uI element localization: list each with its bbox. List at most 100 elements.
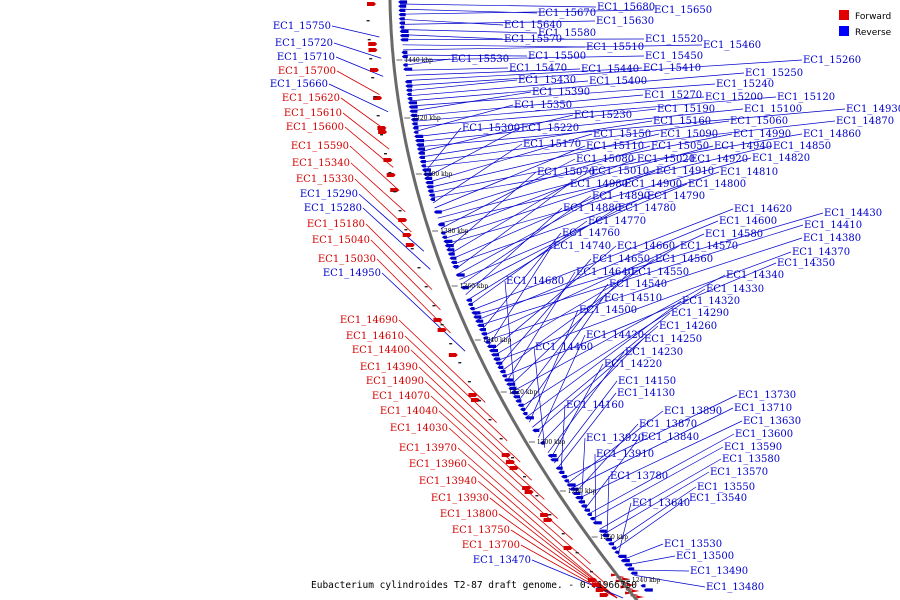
gene-label: EC1_15680 (597, 2, 655, 13)
label-connector (535, 325, 659, 433)
gene-label: EC1_13930 (431, 493, 489, 504)
label-connector (401, 34, 504, 40)
scale-tick-label: 1240 kbp (632, 577, 661, 584)
gene-label: EC1_14790 (647, 191, 705, 202)
reverse-gene-feature (572, 491, 581, 495)
gene-label: EC1_14900 (624, 179, 682, 190)
label-connector (591, 446, 724, 520)
genome-backbone-line (388, 0, 639, 600)
misc-feature (488, 419, 492, 421)
gene-label: EC1_14580 (705, 229, 763, 240)
scale-tick-label: 1300 kbp (537, 439, 566, 446)
scale-tick-label: 1320 kbp (509, 389, 538, 396)
reverse-gene-feature (406, 88, 412, 92)
gene-label: EC1_15200 (705, 92, 763, 103)
gene-label: EC1_14950 (323, 268, 381, 279)
label-connectors (328, 3, 846, 599)
misc-feature (511, 457, 514, 459)
forward-gene-feature (378, 130, 388, 134)
forward-gene-feature (620, 585, 629, 589)
gene-label: EC1_15280 (304, 203, 362, 214)
forward-gene-feature (625, 591, 634, 595)
label-connector (408, 79, 518, 92)
genome-caption: Eubacterium cylindroides T2-87 draft gen… (311, 580, 637, 591)
gene-label: EC1_15710 (277, 52, 335, 63)
misc-feature (575, 552, 579, 554)
forward-gene-feature (524, 490, 534, 494)
gene-label: EC1_14880 (563, 203, 621, 214)
gene-label: EC1_15090 (660, 129, 718, 140)
label-connector (517, 283, 609, 403)
forward-gene-feature (402, 233, 412, 237)
gene-label: EC1_14260 (659, 321, 717, 332)
gene-label: EC1_14910 (656, 166, 714, 177)
gene-label: EC1_14940 (714, 141, 772, 152)
gene-label: EC1_13940 (419, 476, 477, 487)
gene-label: EC1_14340 (726, 270, 784, 281)
label-connector (342, 112, 390, 150)
forward-gene-feature (383, 158, 393, 162)
gene-label: EC1_14410 (804, 220, 862, 231)
forward-gene-feature (636, 595, 645, 599)
misc-feature (417, 267, 421, 269)
reverse-gene-feature (586, 512, 592, 516)
reverse-gene-feature (427, 189, 434, 193)
gene-label: EC1_13550 (697, 482, 755, 493)
gene-label: EC1_13700 (462, 540, 520, 551)
gene-label: EC1_15220 (521, 123, 579, 134)
gene-label: EC1_13530 (664, 539, 722, 550)
label-connector (584, 436, 641, 510)
label-connector (412, 94, 644, 117)
reverse-gene-feature (398, 13, 406, 17)
forward-gene-feature (501, 453, 511, 457)
reverse-gene-feature (477, 323, 485, 327)
gene-label: EC1_14770 (588, 216, 646, 227)
gene-label: EC1_14890 (592, 191, 650, 202)
gene-label: EC1_15300 (462, 123, 520, 134)
gene-label: EC1_13590 (724, 442, 782, 453)
reverse-gene-feature (412, 126, 419, 130)
label-connector (427, 133, 593, 183)
misc-feature (535, 495, 539, 497)
forward-gene-feature (398, 218, 408, 222)
label-connector (481, 232, 562, 331)
label-connector (401, 20, 596, 25)
gene-label: EC1_14160 (566, 400, 624, 411)
gene-label: EC1_13870 (639, 419, 697, 430)
reverse-gene-feature (627, 567, 635, 571)
gene-label: EC1_13630 (743, 416, 801, 427)
reverse-gene-feature (398, 8, 406, 12)
label-connector (335, 56, 384, 77)
forward-gene-feature (405, 243, 415, 247)
scale-ticks: 1440 kbp 1420 kbp 1400 kbp 1380 kbp 1360 kbp… (396, 57, 661, 584)
label-connector (506, 271, 576, 382)
gene-label: EC1_15060 (730, 116, 788, 127)
label-connector (430, 133, 733, 194)
reverse-gene-feature (443, 239, 453, 243)
gene-label: EC1_14320 (682, 296, 740, 307)
reverse-gene-feature (484, 340, 490, 344)
gene-label: EC1_14500 (579, 305, 637, 316)
reverse-gene-feature (513, 395, 520, 399)
reverse-gene-feature (499, 370, 506, 374)
legend-reverse-label: Reverse (855, 28, 892, 38)
label-connector (400, 18, 504, 26)
label-connector (418, 108, 846, 148)
label-connector (570, 407, 734, 489)
label-connector (405, 67, 509, 71)
label-connector (541, 338, 644, 443)
label-connector (424, 380, 532, 481)
reverse-gene-feature (592, 521, 602, 525)
label-connector (411, 91, 532, 112)
gene-label: EC1_13500 (676, 551, 734, 562)
forward-gene-feature (631, 589, 640, 593)
gene-label: EC1_15030 (318, 254, 376, 265)
gene-label: EC1_14350 (777, 258, 835, 269)
label-connector (550, 363, 604, 459)
reverse-gene-feature (404, 80, 412, 84)
gene-label: EC1_15100 (744, 104, 802, 115)
label-connector (328, 83, 389, 113)
reverse-gene-feature (520, 407, 526, 411)
reverse-gene-feature (601, 533, 609, 537)
